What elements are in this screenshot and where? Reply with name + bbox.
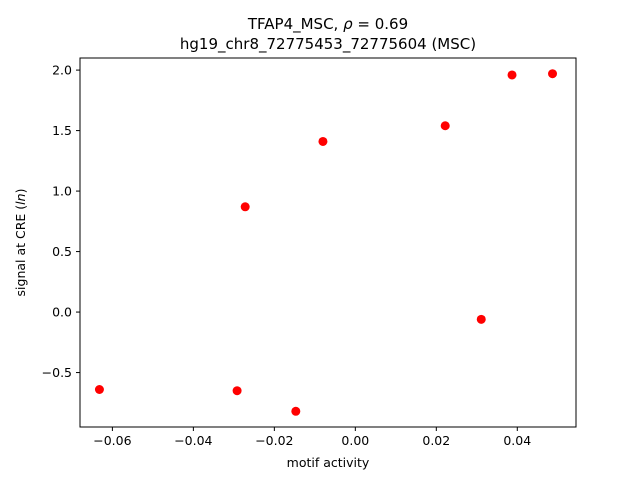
y-axis-ticks: −0.5 0.0 0.5 1.0 1.5 2.0 (42, 63, 80, 380)
data-point (318, 136, 328, 146)
x-axis-ticks: −0.06 −0.04 −0.02 0.00 0.02 0.04 (93, 427, 531, 448)
x-tick-label: −0.06 (93, 433, 131, 448)
y-tick-label: 0.0 (52, 305, 72, 320)
x-tick-label: −0.04 (174, 433, 212, 448)
data-point (548, 69, 558, 79)
chart-title-line-1: TFAP4_MSC, ρ = 0.69 (247, 15, 408, 34)
axes-frame (79, 57, 577, 428)
data-points (94, 69, 558, 416)
data-point (440, 121, 450, 131)
y-tick-label: 1.5 (52, 123, 72, 138)
x-tick-label: 0.04 (503, 433, 531, 448)
data-point (507, 70, 517, 80)
data-point (240, 202, 250, 212)
x-tick-label: −0.02 (255, 433, 293, 448)
y-axis-label: signal at CRE (ln) (13, 189, 28, 297)
data-point (232, 386, 242, 396)
y-tick-label: −0.5 (42, 365, 72, 380)
data-point (94, 384, 104, 394)
y-tick-label: 2.0 (52, 63, 72, 78)
x-tick-label: 0.02 (422, 433, 450, 448)
x-tick-label: 0.00 (341, 433, 369, 448)
y-tick-label: 0.5 (52, 244, 72, 259)
data-point (291, 406, 301, 416)
chart-title-line-2: hg19_chr8_72775453_72775604 (MSC) (180, 35, 476, 54)
data-point (476, 314, 486, 324)
x-axis-label: motif activity (287, 455, 370, 470)
y-tick-label: 1.0 (52, 184, 72, 199)
plot-area: −0.06 −0.04 −0.02 0.00 0.02 0.04 −0.5 0.0 0.5 1.… (42, 57, 577, 448)
